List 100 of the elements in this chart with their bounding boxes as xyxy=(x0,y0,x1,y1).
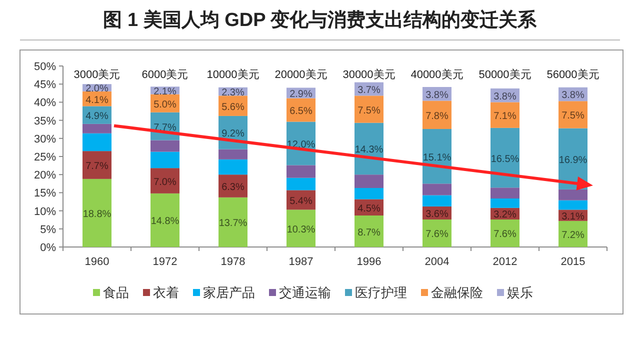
legend-label: 娱乐 xyxy=(507,285,533,300)
data-label: 5.6% xyxy=(222,102,245,113)
legend-label: 食品 xyxy=(103,285,129,300)
y-tick-label: 15% xyxy=(34,188,56,200)
legend-label: 交通运输 xyxy=(279,285,331,300)
bar xyxy=(490,188,520,198)
x-tick-label: 1987 xyxy=(288,256,314,268)
x-tick-label: 1960 xyxy=(84,256,110,268)
annotation: 50000美元 xyxy=(478,68,532,81)
bar xyxy=(218,197,248,247)
bar xyxy=(286,210,316,247)
annotation: 3000美元 xyxy=(74,68,120,81)
bar xyxy=(558,220,588,247)
data-label: 4.9% xyxy=(86,111,109,122)
bar xyxy=(354,96,384,123)
data-label: 18.8% xyxy=(82,208,112,220)
bar xyxy=(150,152,180,168)
y-tick-label: 35% xyxy=(34,115,56,128)
legend-label: 金融保险 xyxy=(431,285,483,300)
data-label: 6.3% xyxy=(222,182,245,194)
bar xyxy=(82,151,112,179)
bar xyxy=(422,195,452,206)
legend-label: 家居产品 xyxy=(203,285,255,300)
annotation: 40000美元 xyxy=(410,68,464,81)
data-label: 7.2% xyxy=(562,230,585,241)
data-label: 7.5% xyxy=(358,105,381,116)
data-label: 4.5% xyxy=(358,203,381,214)
bar xyxy=(82,124,112,134)
data-label: 3.2% xyxy=(494,210,517,221)
annotation: 20000美元 xyxy=(274,68,328,81)
data-label: 16.9% xyxy=(558,154,588,166)
bar xyxy=(150,140,180,152)
data-label: 3.8% xyxy=(426,90,449,101)
bar xyxy=(354,216,384,247)
bar xyxy=(422,219,452,247)
y-tick-label: 45% xyxy=(34,79,56,92)
data-label: 10.3% xyxy=(286,224,316,236)
data-label: 14.8% xyxy=(150,216,180,228)
bar xyxy=(558,101,588,128)
bar xyxy=(150,193,180,247)
data-label: 2.9% xyxy=(290,88,313,100)
data-label: 6.5% xyxy=(290,106,313,117)
bar xyxy=(354,174,384,188)
annotation: 30000美元 xyxy=(342,68,396,81)
x-tick-label: 1972 xyxy=(152,256,178,268)
x-tick-label: 2015 xyxy=(560,256,586,268)
y-tick-label: 40% xyxy=(34,97,56,110)
data-label: 3.1% xyxy=(562,211,585,222)
data-label: 5.4% xyxy=(290,196,313,207)
bar xyxy=(218,149,248,160)
data-label: 16.5% xyxy=(490,154,520,165)
y-tick-label: 30% xyxy=(34,133,56,146)
data-label: 7.0% xyxy=(154,176,177,188)
x-tick-label: 1996 xyxy=(356,256,382,268)
bar xyxy=(490,102,520,128)
annotation: 6000美元 xyxy=(142,68,188,81)
bar xyxy=(558,200,588,210)
bar xyxy=(82,178,112,247)
data-label: 7.7% xyxy=(154,122,177,134)
x-tick-label: 2012 xyxy=(492,256,518,268)
x-tick-label: 1978 xyxy=(220,256,246,268)
data-label: 3.8% xyxy=(562,90,585,102)
chart-title: 图 1 美国人均 GDP 变化与消费支出结构的变迁关系 xyxy=(103,9,538,31)
bar xyxy=(286,178,316,190)
y-tick-label: 10% xyxy=(34,206,56,218)
data-label: 7.7% xyxy=(86,161,109,172)
data-label: 3.6% xyxy=(426,208,449,220)
legend-label: 衣着 xyxy=(153,285,179,300)
annotation: 56000美元 xyxy=(546,68,600,81)
data-label: 7.6% xyxy=(494,229,517,240)
y-tick-label: 20% xyxy=(34,170,56,182)
data-label: 7.6% xyxy=(426,229,449,240)
legend-label: 医疗护理 xyxy=(355,285,407,300)
y-tick-label: 5% xyxy=(40,224,56,236)
data-label: 15.1% xyxy=(422,152,452,164)
y-tick-label: 0% xyxy=(40,242,56,254)
data-label: 7.5% xyxy=(562,110,585,122)
bar xyxy=(558,189,588,200)
x-tick-label: 2004 xyxy=(424,256,450,268)
y-tick-label: 50% xyxy=(34,61,56,73)
data-label: 8.7% xyxy=(358,227,381,238)
bar xyxy=(150,168,180,194)
data-label: 9.2% xyxy=(222,128,245,140)
data-label: 3.7% xyxy=(358,84,381,96)
data-label: 2.1% xyxy=(154,86,177,98)
bar xyxy=(422,184,452,196)
bar xyxy=(82,133,112,152)
data-label: 3.8% xyxy=(494,91,517,102)
bar xyxy=(354,188,384,200)
data-label: 14.3% xyxy=(354,144,384,156)
data-label: 7.1% xyxy=(494,111,517,122)
bar xyxy=(490,198,520,208)
data-label: 4.1% xyxy=(86,94,109,106)
y-tick-label: 25% xyxy=(34,152,56,164)
bar xyxy=(286,165,316,178)
bar xyxy=(218,159,248,175)
bar xyxy=(422,100,452,129)
annotation: 10000美元 xyxy=(206,68,260,81)
data-label: 2.3% xyxy=(222,88,245,99)
data-label: 7.8% xyxy=(426,110,449,122)
